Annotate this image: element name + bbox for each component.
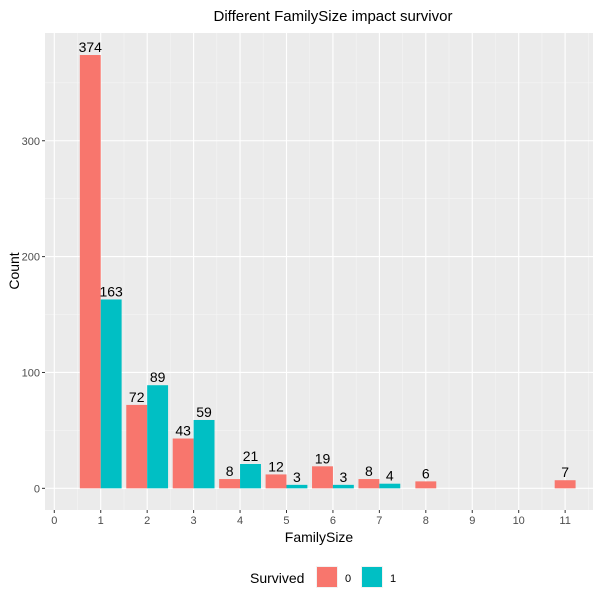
bar [379,483,401,489]
data-label: 12 [268,458,284,474]
x-tick-label: 0 [51,515,57,527]
data-label: 4 [386,468,394,484]
legend-label: 1 [390,573,396,585]
x-tick-label: 6 [330,515,336,527]
data-label: 3 [293,469,301,485]
data-label: 8 [226,463,234,479]
bar [265,474,287,489]
bars [79,55,576,489]
legend-swatch [317,567,337,587]
bar [79,55,101,489]
y-tick-label: 100 [22,367,40,379]
x-tick-label: 1 [98,515,104,527]
data-label: 43 [175,423,191,439]
x-tick-label: 2 [144,515,150,527]
y-tick-label: 300 [22,136,40,148]
y-tick-label: 200 [22,252,40,264]
data-label: 7 [561,464,569,480]
data-label: 163 [99,283,123,299]
data-label: 89 [150,369,166,385]
data-label: 72 [129,389,145,405]
x-tick-label: 5 [283,515,289,527]
data-label: 8 [365,463,373,479]
legend: Survived 0 1 [250,566,396,588]
x-tick-label: 9 [469,515,475,527]
legend-title: Survived [250,570,304,586]
bar [286,484,308,489]
y-axis-title: Count [6,252,22,289]
bar [193,419,215,489]
bar [332,484,354,489]
data-label: 6 [422,465,430,481]
x-tick-label: 7 [376,515,382,527]
x-tick-label: 10 [513,515,525,527]
bar [147,385,169,489]
bar [554,480,576,489]
x-tick-label: 4 [237,515,243,527]
chart-title: Different FamilySize impact survivor [214,8,453,25]
x-axis: 0 1 2 3 4 5 6 7 8 9 10 11 [51,510,571,527]
legend-label: 0 [345,573,351,585]
bar [312,466,333,489]
bar [240,464,261,489]
data-label: 3 [339,469,347,485]
bar [172,438,194,489]
bar [219,479,241,489]
data-label: 374 [79,39,103,55]
data-label: 19 [315,450,331,466]
bar [126,404,148,489]
y-axis: 0 100 200 300 [22,136,45,495]
bar [358,479,380,489]
y-tick-label: 0 [34,483,40,495]
data-label: 59 [196,404,212,420]
x-tick-label: 8 [423,515,429,527]
x-axis-title: FamilySize [285,529,354,545]
bar [100,299,122,489]
legend-swatch [362,567,382,587]
bar [415,481,437,489]
x-tick-label: 11 [559,515,570,527]
x-tick-label: 3 [191,515,197,527]
data-label: 21 [243,448,259,464]
